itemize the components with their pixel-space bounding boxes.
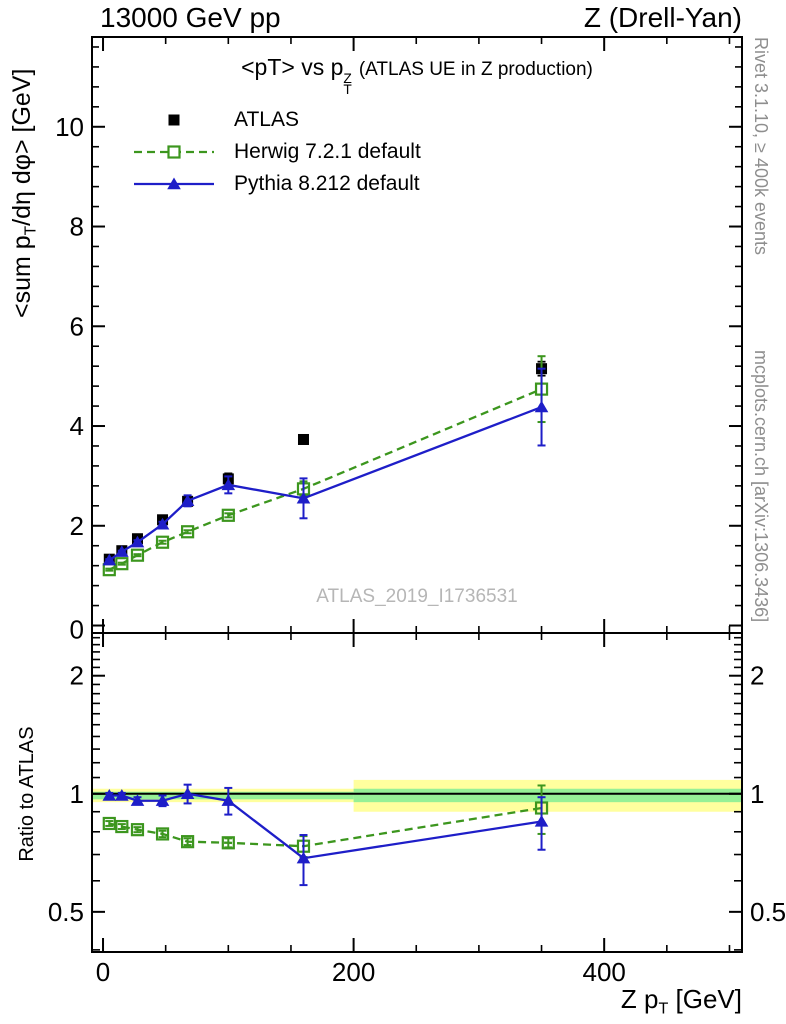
herwig-ratio-series-marker <box>115 819 129 834</box>
x-axis-label-sub: T <box>658 999 669 1018</box>
pythia-ratio-series-marker <box>221 794 236 806</box>
herwig-series-line <box>108 388 542 571</box>
atlas-series-marker <box>297 433 309 445</box>
pythia-series-marker <box>102 553 117 566</box>
legend-item-herwig: Herwig 7.2.1 default <box>128 136 421 168</box>
y-axis-label-suffix: /dη dφ> [GeV] <box>8 68 36 226</box>
herwig-ratio-series-line <box>109 806 542 848</box>
herwig-legend-marker <box>134 145 214 159</box>
herwig-series-marker <box>155 535 170 549</box>
legend-item-atlas: ATLAS <box>128 104 421 136</box>
herwig-series-marker <box>130 548 145 562</box>
legend-item-label: Pythia 8.212 default <box>234 172 420 195</box>
y-axis-label-ratio: Ratio to ATLAS <box>16 726 38 862</box>
legend-marker-glyph <box>168 114 180 126</box>
herwig-ratio-series-marker <box>180 835 195 849</box>
y-main-tick-label: 8 <box>70 212 84 242</box>
y-main-tick-label: 10 <box>55 112 84 142</box>
y-main-tick-label: 0 <box>70 615 84 645</box>
herwig-series-marker <box>180 525 195 539</box>
panel-title-sub: T <box>343 82 352 98</box>
y-ratio-tick-label-left: 2 <box>70 661 84 691</box>
pythia-series-marker <box>221 478 236 491</box>
pythia-series-marker <box>296 491 311 504</box>
herwig-ratio-series-marker <box>130 823 145 837</box>
y-ratio-tick-label-right: 0.5 <box>750 897 786 927</box>
pythia-series-marker <box>130 535 145 548</box>
pythia-ratio-series-marker <box>130 794 145 806</box>
pythia-series-marker <box>155 517 170 530</box>
atlas-legend-marker <box>168 114 180 126</box>
x-tick-label: 200 <box>332 957 375 987</box>
pythia-ratio-series-marker <box>115 788 129 801</box>
y-axis-label-prefix: <sum p <box>8 235 36 318</box>
pythia-ratio-series-marker <box>534 814 549 827</box>
y-axis-label-sub: T <box>22 225 40 236</box>
herwig-ratio-series-marker <box>155 827 170 841</box>
panel-title-paren: (ATLAS UE in Z production) <box>358 59 593 80</box>
legend-item-label: ATLAS <box>234 108 299 131</box>
y-main-tick-label: 2 <box>70 511 84 541</box>
panel-title-prefix: <pT> vs p <box>241 54 344 80</box>
header-beam-energy: 13000 GeV pp <box>100 2 281 33</box>
herwig-ratio-series-marker <box>102 816 116 831</box>
herwig-series-marker <box>115 557 129 571</box>
legend-marker-glyph <box>167 145 181 159</box>
pythia-ratio-series-marker <box>155 794 170 806</box>
y-ratio-tick-label-left: 1 <box>70 779 84 809</box>
mcplots-reference-text: mcplots.cern.ch [arXiv:1306.3436] <box>751 350 771 623</box>
x-axis-label-prefix: Z p <box>620 984 659 1014</box>
pythia-series-marker <box>534 400 549 413</box>
y-main-tick-label: 4 <box>70 411 84 441</box>
ratio-uncertainty-band <box>353 788 742 803</box>
panel-title: <pT> vs p Z T (ATLAS UE in Z production) <box>92 54 742 98</box>
y-ratio-tick-label-right: 2 <box>750 661 764 691</box>
y-ratio-tick-label-left: 0.5 <box>48 897 84 927</box>
ratio-uncertainty-band <box>92 791 354 800</box>
pythia-ratio-series-marker <box>296 851 311 864</box>
herwig-series-marker <box>221 508 235 522</box>
legend-item-pythia: Pythia 8.212 default <box>128 168 421 200</box>
legend-item-label: Herwig 7.2.1 default <box>234 140 421 163</box>
x-axis-label: Z pT [GeV] <box>621 984 742 1019</box>
y-axis-label-main: <sum pT/dη dφ> [GeV] <box>8 28 40 318</box>
legend-marker-glyph <box>167 177 181 190</box>
x-axis-label-suffix: [GeV] <box>668 984 742 1014</box>
analysis-id-watermark: ATLAS_2019_I1736531 <box>316 586 518 607</box>
pythia-series-marker <box>180 494 195 507</box>
x-tick-label: 0 <box>96 957 110 987</box>
pythia-ratio-series-marker <box>180 787 195 799</box>
y-main-tick-label: 6 <box>70 311 84 341</box>
pythia-legend-marker <box>134 177 214 190</box>
rivet-version-text: Rivet 3.1.10, ≥ 400k events <box>751 37 771 256</box>
legend: ATLAS Herwig 7.2.1 default Pythia 8.212 de… <box>128 104 421 200</box>
y-ratio-tick-label-right: 1 <box>750 779 764 809</box>
herwig-ratio-series-marker <box>221 836 235 850</box>
pythia-ratio-series-marker <box>102 788 117 801</box>
header-process: Z (Drell-Yan) <box>583 2 742 33</box>
pythia-series-marker <box>115 545 129 557</box>
panel-title-sup: Z <box>343 70 352 86</box>
x-tick-label: 400 <box>582 957 625 987</box>
